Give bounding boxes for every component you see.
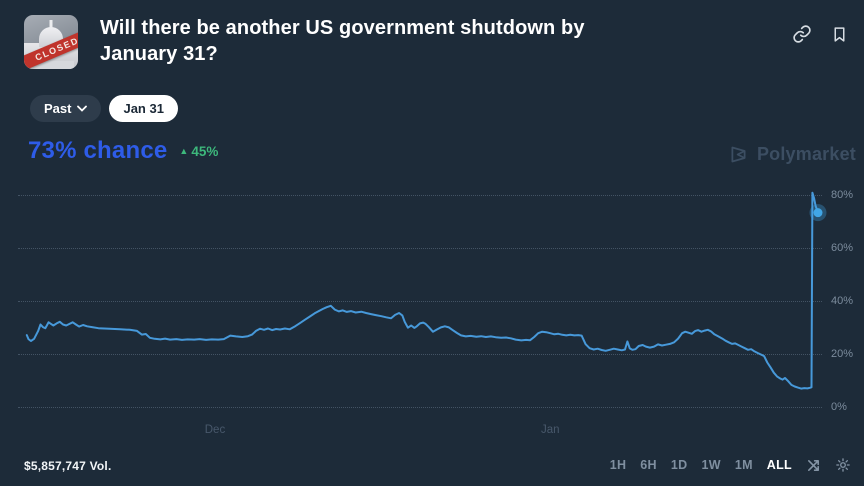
timeframe-row: 1H 6H 1D 1W 1M ALL [610,457,851,473]
timeframe-all[interactable]: ALL [766,458,792,472]
capitol-spire [49,20,53,28]
y-tick-20: 20% [831,348,854,360]
up-triangle-icon: ▲ [179,145,189,156]
chance-value: 73% chance [28,137,168,164]
compare-arrows-icon[interactable] [806,458,821,473]
volume-label: $5,857,747 Vol. [24,459,112,473]
y-tick-80: 80% [831,189,854,201]
page-title: Will there be another US government shut… [100,17,585,65]
polymarket-logo-icon [731,146,746,163]
endpoint-dot [813,208,823,218]
timeframe-1w[interactable]: 1W [701,458,721,472]
gridline-40 [18,301,822,302]
y-tick-40: 40% [831,295,854,307]
timeframe-1h[interactable]: 1H [609,458,627,472]
y-tick-0: 0% [831,401,847,413]
timeframe-6h[interactable]: 6H [640,458,657,472]
delta-badge: ▲ 45% [179,144,218,159]
gridline-60 [18,248,822,249]
bookmark-icon[interactable] [828,23,850,45]
market-thumbnail: CLOSED [24,15,78,69]
x-label-jan: Jan [540,424,560,436]
past-dropdown[interactable]: Past [30,95,102,122]
header: CLOSED Will there be another US governme… [24,15,850,69]
summary: 73% chance ▲ 45% [28,137,218,165]
chevron-down-icon [77,105,88,112]
delta-value: 45% [191,143,219,159]
link-icon[interactable] [791,23,813,45]
timeframe-1m[interactable]: 1M [734,458,753,472]
header-actions [791,15,850,45]
x-label-dec: Dec [204,424,226,436]
gridline-0 [18,407,822,408]
polymarket-label: Polymarket [756,144,856,164]
gridline-80 [18,195,822,196]
timeframe-1d[interactable]: 1D [670,458,688,472]
past-dropdown-label: Past [44,101,72,116]
y-tick-60: 60% [831,242,854,254]
date-chip[interactable]: Jan 31 [109,95,178,122]
price-line [25,191,819,390]
capitol-steps [28,61,74,69]
gear-icon[interactable] [835,457,851,473]
filter-chips: Past Jan 31 [30,95,178,122]
polymarket-watermark: Polymarket [728,144,856,165]
gridline-20 [18,354,822,355]
